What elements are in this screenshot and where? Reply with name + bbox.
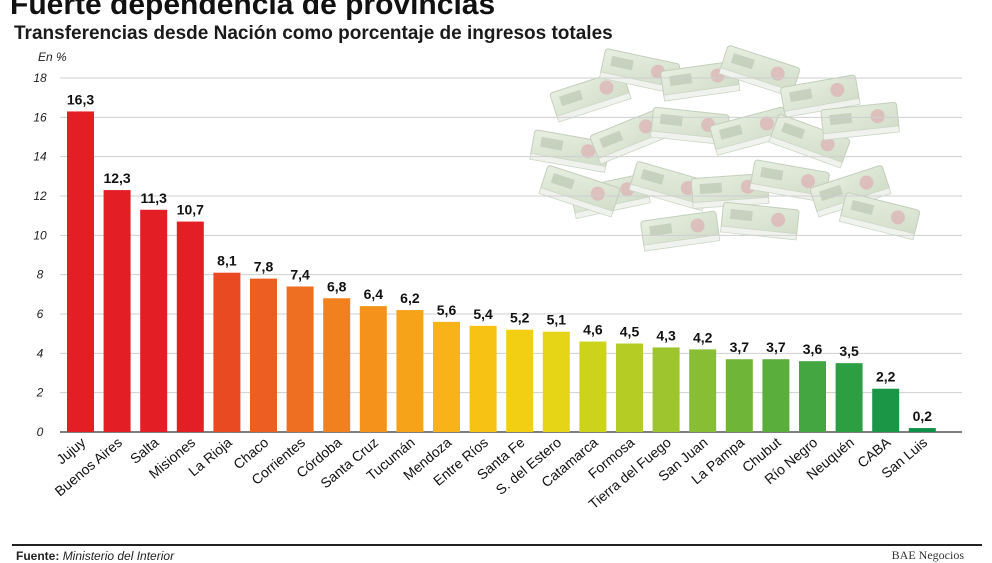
bar: [469, 325, 497, 432]
data-label: 5,6: [437, 302, 457, 318]
y-tick-label: 4: [37, 346, 44, 360]
data-label: 2,2: [876, 369, 896, 385]
y-tick-label: 14: [33, 150, 47, 164]
bar: [506, 329, 534, 432]
banknote-stack: [720, 201, 800, 241]
data-label: 3,7: [766, 339, 786, 355]
data-label: 7,8: [254, 259, 274, 275]
bar: [396, 310, 424, 432]
bar: [433, 321, 460, 432]
bar: [286, 286, 314, 432]
data-label: 8,1: [217, 253, 237, 269]
bar: [140, 209, 168, 432]
banknote-stack: [768, 114, 851, 169]
source-note: Fuente: Ministerio del Interior: [16, 549, 174, 563]
banknote-stack: [538, 165, 621, 218]
data-label: 6,8: [327, 278, 347, 294]
bar: [67, 111, 94, 432]
data-label: 3,5: [839, 343, 859, 359]
source-text: Ministerio del Interior: [62, 549, 175, 563]
bar: [725, 359, 753, 432]
data-label: 0,2: [913, 408, 933, 424]
y-tick-label: 0: [37, 425, 44, 439]
y-tick-label: 2: [36, 386, 44, 400]
banknote-stack: [820, 101, 900, 141]
bar: [579, 341, 607, 432]
y-axis-unit-label: En %: [38, 50, 67, 64]
bar: [835, 363, 863, 432]
y-tick-label: 10: [33, 228, 47, 242]
y-tick-label: 12: [33, 189, 47, 203]
banknote-stack: [529, 129, 610, 173]
data-label: 5,4: [473, 306, 493, 322]
y-tick-label: 8: [37, 268, 44, 282]
data-label: 3,6: [803, 341, 823, 357]
data-label: 4,5: [620, 324, 640, 340]
bar: [176, 221, 204, 432]
chart-subtitle: Transferencias desde Nación como porcent…: [14, 23, 613, 44]
banknote-stack: [589, 108, 672, 165]
y-tick-label: 16: [33, 110, 47, 124]
data-label: 11,3: [140, 190, 167, 206]
data-label: 7,4: [290, 266, 310, 282]
data-label: 4,3: [656, 327, 676, 343]
data-label: 5,1: [547, 312, 567, 328]
data-label: 16,3: [67, 91, 94, 107]
data-label: 3,7: [730, 339, 750, 355]
y-tick-label: 6: [37, 307, 44, 321]
source-label: Fuente:: [16, 549, 60, 563]
data-label: 12,3: [103, 170, 130, 186]
bar: [872, 388, 900, 432]
banknote-stack: [718, 45, 801, 98]
data-label: 10,7: [177, 202, 204, 218]
banknote-stack: [690, 173, 770, 210]
data-label: 6,4: [364, 286, 384, 302]
banknote-stack: [650, 106, 730, 146]
bar: [213, 272, 241, 432]
banknote-stack: [549, 70, 632, 123]
data-label: 6,2: [400, 290, 420, 306]
banknote-stack: [838, 192, 921, 241]
publisher-credit: BAE Negocios: [891, 548, 964, 562]
bar: [652, 347, 680, 432]
banknote-stack: [780, 74, 861, 118]
bar: [616, 343, 643, 432]
bar: [762, 359, 790, 432]
banknote-stack: [640, 210, 721, 252]
bar: [250, 278, 277, 432]
bar: [908, 428, 936, 432]
banknotes-illustration: [529, 45, 921, 252]
bar: [103, 190, 131, 432]
footer-divider: [12, 544, 982, 546]
bar: [799, 361, 826, 432]
bar: [689, 349, 717, 432]
data-label: 4,6: [583, 322, 603, 338]
bar: [323, 298, 351, 432]
y-tick-label: 18: [33, 71, 47, 85]
bar: [542, 331, 570, 432]
banknote-stack: [628, 161, 711, 212]
data-label: 4,2: [693, 329, 713, 345]
chart-title: Fuerte dependencia de provincias: [10, 0, 496, 21]
bar: [359, 306, 387, 432]
data-label: 5,2: [510, 310, 530, 326]
